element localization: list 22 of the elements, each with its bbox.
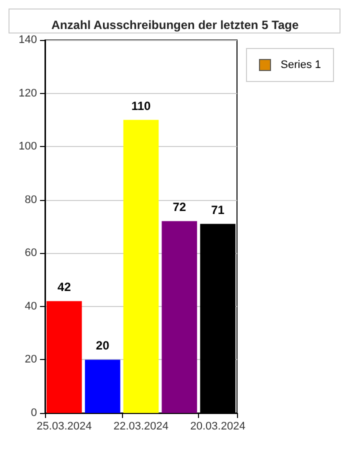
data-label: 20 xyxy=(96,338,110,353)
y-tick-label: 100 xyxy=(18,140,37,153)
data-label: 42 xyxy=(58,280,72,294)
data-label: 72 xyxy=(172,200,186,214)
data-label: 71 xyxy=(211,202,225,217)
y-tick-label: 120 xyxy=(18,87,37,100)
x-tick-label: 20.03.2024 xyxy=(190,420,246,432)
bar xyxy=(84,360,120,413)
y-tick-label: 80 xyxy=(24,194,37,206)
y-tick-label: 20 xyxy=(24,354,37,366)
text: Series 1 xyxy=(280,59,321,71)
x-tick-label: 25.03.2024 xyxy=(36,420,92,432)
y-tick-label: 60 xyxy=(24,247,37,260)
bar xyxy=(46,301,82,413)
y-tick-label: 140 xyxy=(18,34,37,46)
data-label: 110 xyxy=(131,98,152,113)
bar xyxy=(162,221,198,413)
y-tick-label: 40 xyxy=(24,300,37,312)
bar xyxy=(123,120,159,413)
chart-title: Anzahl Ausschreibungen der letzten 5 Tage xyxy=(51,18,300,32)
y-tick-label: 0 xyxy=(30,407,37,419)
x-tick-label: 22.03.2024 xyxy=(113,420,169,432)
